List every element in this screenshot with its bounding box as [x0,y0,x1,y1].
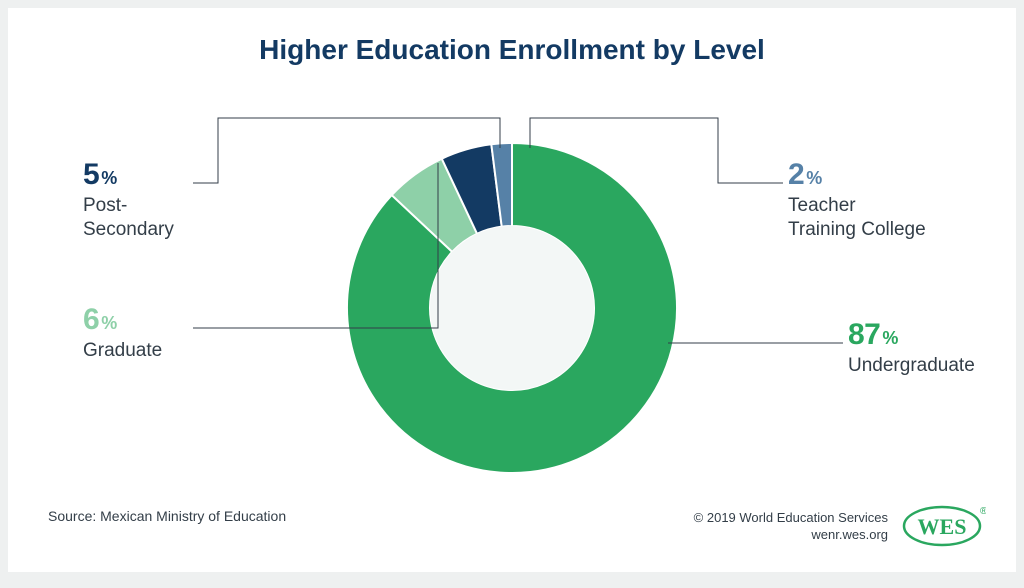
name-post-secondary: Post-Secondary [83,194,174,242]
pct-undergraduate: 87% [848,318,975,352]
label-teacher-training: 2% TeacherTraining College [788,158,926,242]
label-graduate: 6% Graduate [83,303,162,363]
name-teacher-training: TeacherTraining College [788,194,926,242]
donut-segments [347,143,677,473]
donut-hole [430,226,594,390]
name-graduate: Graduate [83,339,162,363]
copyright-line2: wenr.wes.org [694,526,888,544]
wes-logo: WES ® [902,504,986,548]
svg-text:®: ® [980,506,986,517]
copyright-line1: © 2019 World Education Services [694,509,888,527]
source-text: Source: Mexican Ministry of Education [48,508,286,524]
label-post-secondary: 5% Post-Secondary [83,158,174,242]
svg-text:WES: WES [918,514,967,539]
pct-post-secondary: 5% [83,158,174,192]
chart-card: Higher Education Enrollment by Level 87%… [8,8,1016,572]
name-undergraduate: Undergraduate [848,354,975,378]
pct-graduate: 6% [83,303,162,337]
label-undergraduate: 87% Undergraduate [848,318,975,378]
pct-teacher-training: 2% [788,158,926,192]
copyright-block: © 2019 World Education Services wenr.wes… [694,509,888,544]
donut-chart-svg [8,8,1016,572]
